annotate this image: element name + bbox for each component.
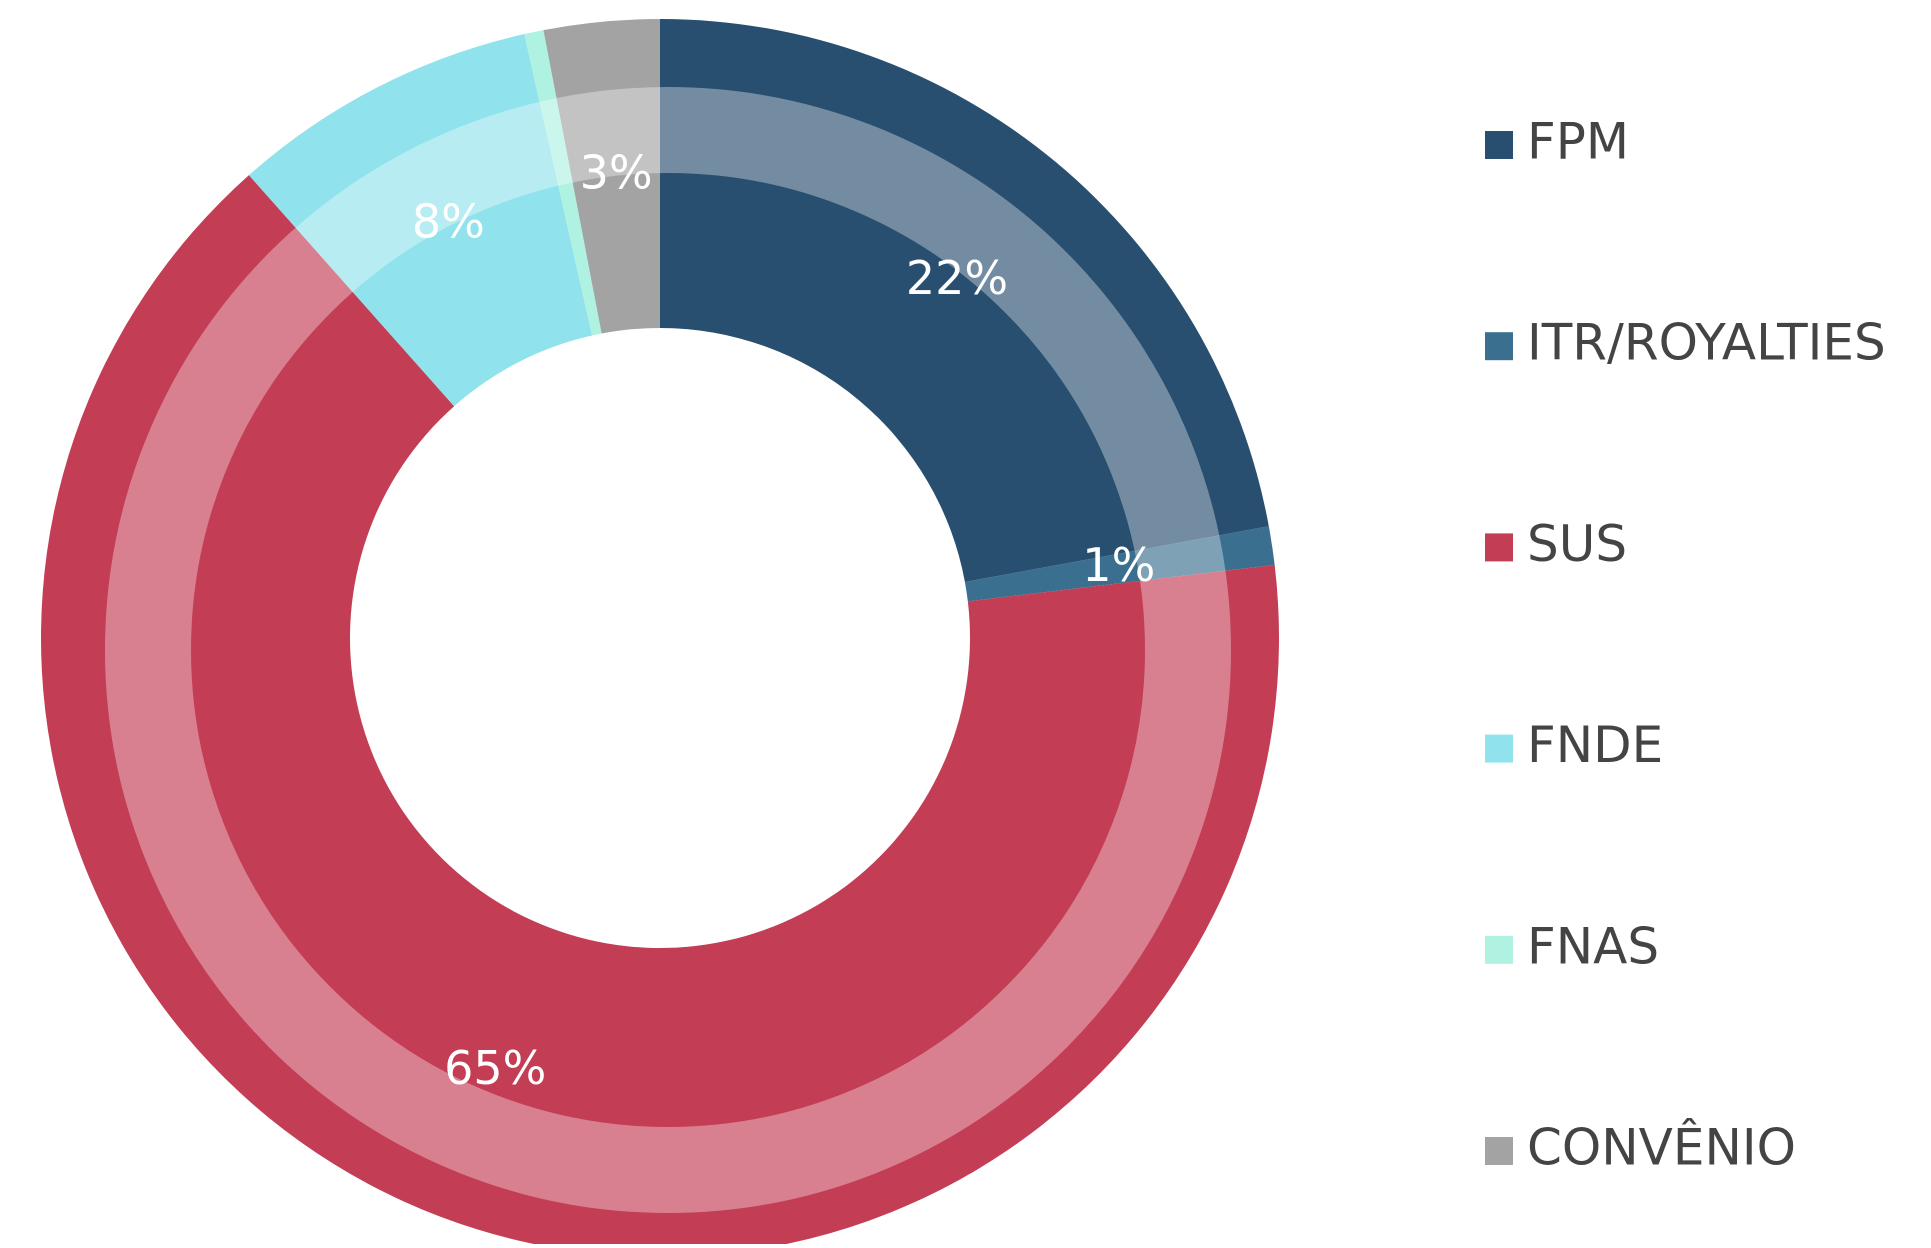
legend-swatch bbox=[1485, 935, 1513, 964]
data-label: 3% bbox=[580, 146, 653, 200]
legend-swatch bbox=[1485, 332, 1513, 361]
data-label: 1% bbox=[1082, 538, 1155, 592]
legend-label: CONVÊNIO bbox=[1527, 1118, 1796, 1177]
legend-label: FNAS bbox=[1527, 917, 1659, 975]
donut-slice bbox=[524, 30, 602, 336]
donut-slice bbox=[41, 175, 1279, 1248]
donut-slice bbox=[964, 526, 1275, 602]
donut-slice bbox=[660, 19, 1269, 583]
legend-label: ITR/ROYALTIES bbox=[1527, 314, 1886, 372]
legend-label: SUS bbox=[1527, 515, 1627, 573]
data-label: 8% bbox=[412, 195, 485, 249]
legend-label: FPM bbox=[1527, 113, 1629, 171]
data-label: 22% bbox=[906, 251, 1008, 305]
legend-swatch bbox=[1485, 533, 1513, 562]
donut-slice bbox=[248, 34, 593, 407]
legend-label: FNDE bbox=[1527, 716, 1663, 774]
donut-slice bbox=[543, 19, 660, 334]
legend-swatch bbox=[1485, 1137, 1513, 1165]
legend-swatch bbox=[1485, 131, 1513, 159]
legend-swatch bbox=[1485, 734, 1513, 763]
highlight-band bbox=[105, 87, 1231, 1213]
data-label: 65% bbox=[444, 1041, 546, 1095]
